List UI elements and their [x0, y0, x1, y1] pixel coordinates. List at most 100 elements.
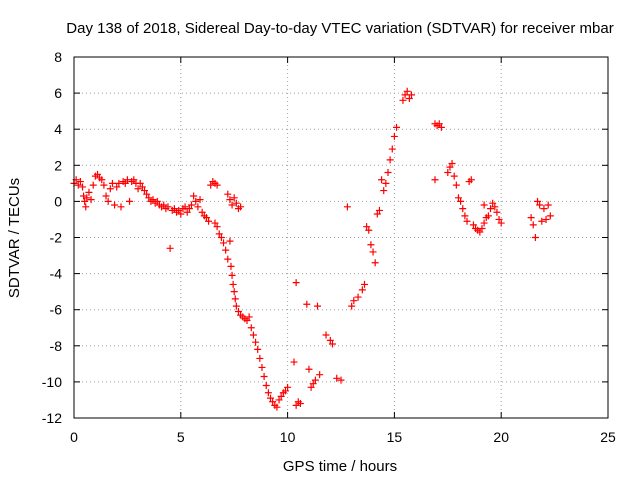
data-point	[350, 297, 358, 305]
data-point	[454, 194, 462, 202]
data-point	[307, 383, 315, 391]
data-point	[493, 208, 501, 216]
data-point	[262, 382, 270, 390]
data-point	[546, 212, 554, 220]
data-point	[113, 183, 121, 191]
data-point	[446, 163, 454, 171]
data-point	[187, 201, 195, 209]
data-point	[211, 219, 219, 227]
data-point	[305, 365, 313, 373]
data-point	[292, 401, 300, 409]
data-point	[249, 331, 257, 339]
y-tick-labels: -12 -10 -8 -6 -4 -2 0 2 4 6 8	[42, 49, 62, 426]
data-point	[437, 123, 445, 131]
y-tick-label: -10	[42, 374, 62, 390]
data-point	[452, 181, 460, 189]
data-point	[181, 203, 189, 211]
data-point	[495, 215, 503, 223]
data-point	[115, 179, 123, 187]
data-point	[478, 224, 486, 232]
x-tick-label: 10	[280, 429, 296, 445]
data-point	[153, 197, 161, 205]
data-point	[100, 181, 108, 189]
data-point	[497, 219, 505, 227]
data-point	[542, 215, 550, 223]
data-point	[489, 199, 497, 207]
data-point	[256, 354, 264, 362]
data-point	[487, 205, 495, 213]
data-point	[177, 210, 185, 218]
data-point	[544, 201, 552, 209]
x-tick-label: 20	[493, 429, 509, 445]
data-point	[166, 244, 174, 252]
data-point	[104, 197, 112, 205]
data-point	[106, 185, 114, 193]
y-tick-label: 4	[54, 121, 62, 137]
data-point	[296, 400, 304, 408]
data-point	[247, 324, 255, 332]
data-point	[76, 178, 84, 186]
data-point	[140, 187, 148, 195]
data-point	[229, 280, 237, 288]
data-point	[117, 203, 125, 211]
data-point	[85, 188, 93, 196]
data-point	[269, 398, 277, 406]
data-point	[164, 203, 172, 211]
data-point	[81, 197, 89, 205]
data-point	[322, 331, 330, 339]
data-point	[363, 223, 371, 231]
data-point	[243, 317, 251, 325]
data-point	[230, 288, 238, 296]
grid-lines	[74, 57, 608, 418]
data-point	[93, 170, 101, 178]
data-point	[459, 205, 467, 213]
data-point	[369, 248, 377, 256]
data-point	[448, 159, 456, 167]
data-point	[367, 241, 375, 249]
y-tick-label: -6	[50, 302, 63, 318]
data-point	[281, 387, 289, 395]
data-points	[70, 87, 554, 411]
data-point	[314, 302, 322, 310]
data-point	[326, 336, 334, 344]
data-point	[220, 239, 228, 247]
data-point	[403, 87, 411, 95]
data-point	[401, 91, 409, 99]
data-point	[284, 383, 292, 391]
data-point	[145, 194, 153, 202]
data-point	[224, 255, 232, 263]
data-point	[82, 203, 90, 211]
data-point	[386, 156, 394, 164]
data-point	[354, 293, 362, 301]
x-tick-labels: 0 5 10 15 20 25	[70, 429, 616, 445]
x-axis-label: GPS time / hours	[283, 458, 397, 475]
data-point	[275, 396, 283, 404]
data-point	[328, 340, 336, 348]
data-point	[83, 194, 91, 202]
data-point	[175, 206, 183, 214]
x-tick-label: 15	[387, 429, 403, 445]
data-point	[267, 394, 275, 402]
data-point	[232, 302, 240, 310]
data-point	[196, 196, 204, 204]
data-point	[527, 214, 535, 222]
y-tick-label: 2	[54, 157, 62, 173]
data-point	[215, 230, 223, 238]
data-point	[185, 205, 193, 213]
data-point	[237, 203, 245, 211]
data-point	[380, 187, 388, 195]
data-point	[170, 205, 178, 213]
data-point	[130, 176, 138, 184]
x-tick-label: 5	[177, 429, 185, 445]
y-tick-label: 6	[54, 85, 62, 101]
data-point	[360, 280, 368, 288]
data-point	[264, 389, 272, 397]
data-point	[373, 210, 381, 218]
x-tick-label: 0	[70, 429, 78, 445]
data-point	[143, 190, 151, 198]
y-tick-label: 8	[54, 49, 62, 65]
data-point	[405, 95, 413, 103]
data-point	[476, 228, 484, 236]
data-point	[245, 313, 253, 321]
